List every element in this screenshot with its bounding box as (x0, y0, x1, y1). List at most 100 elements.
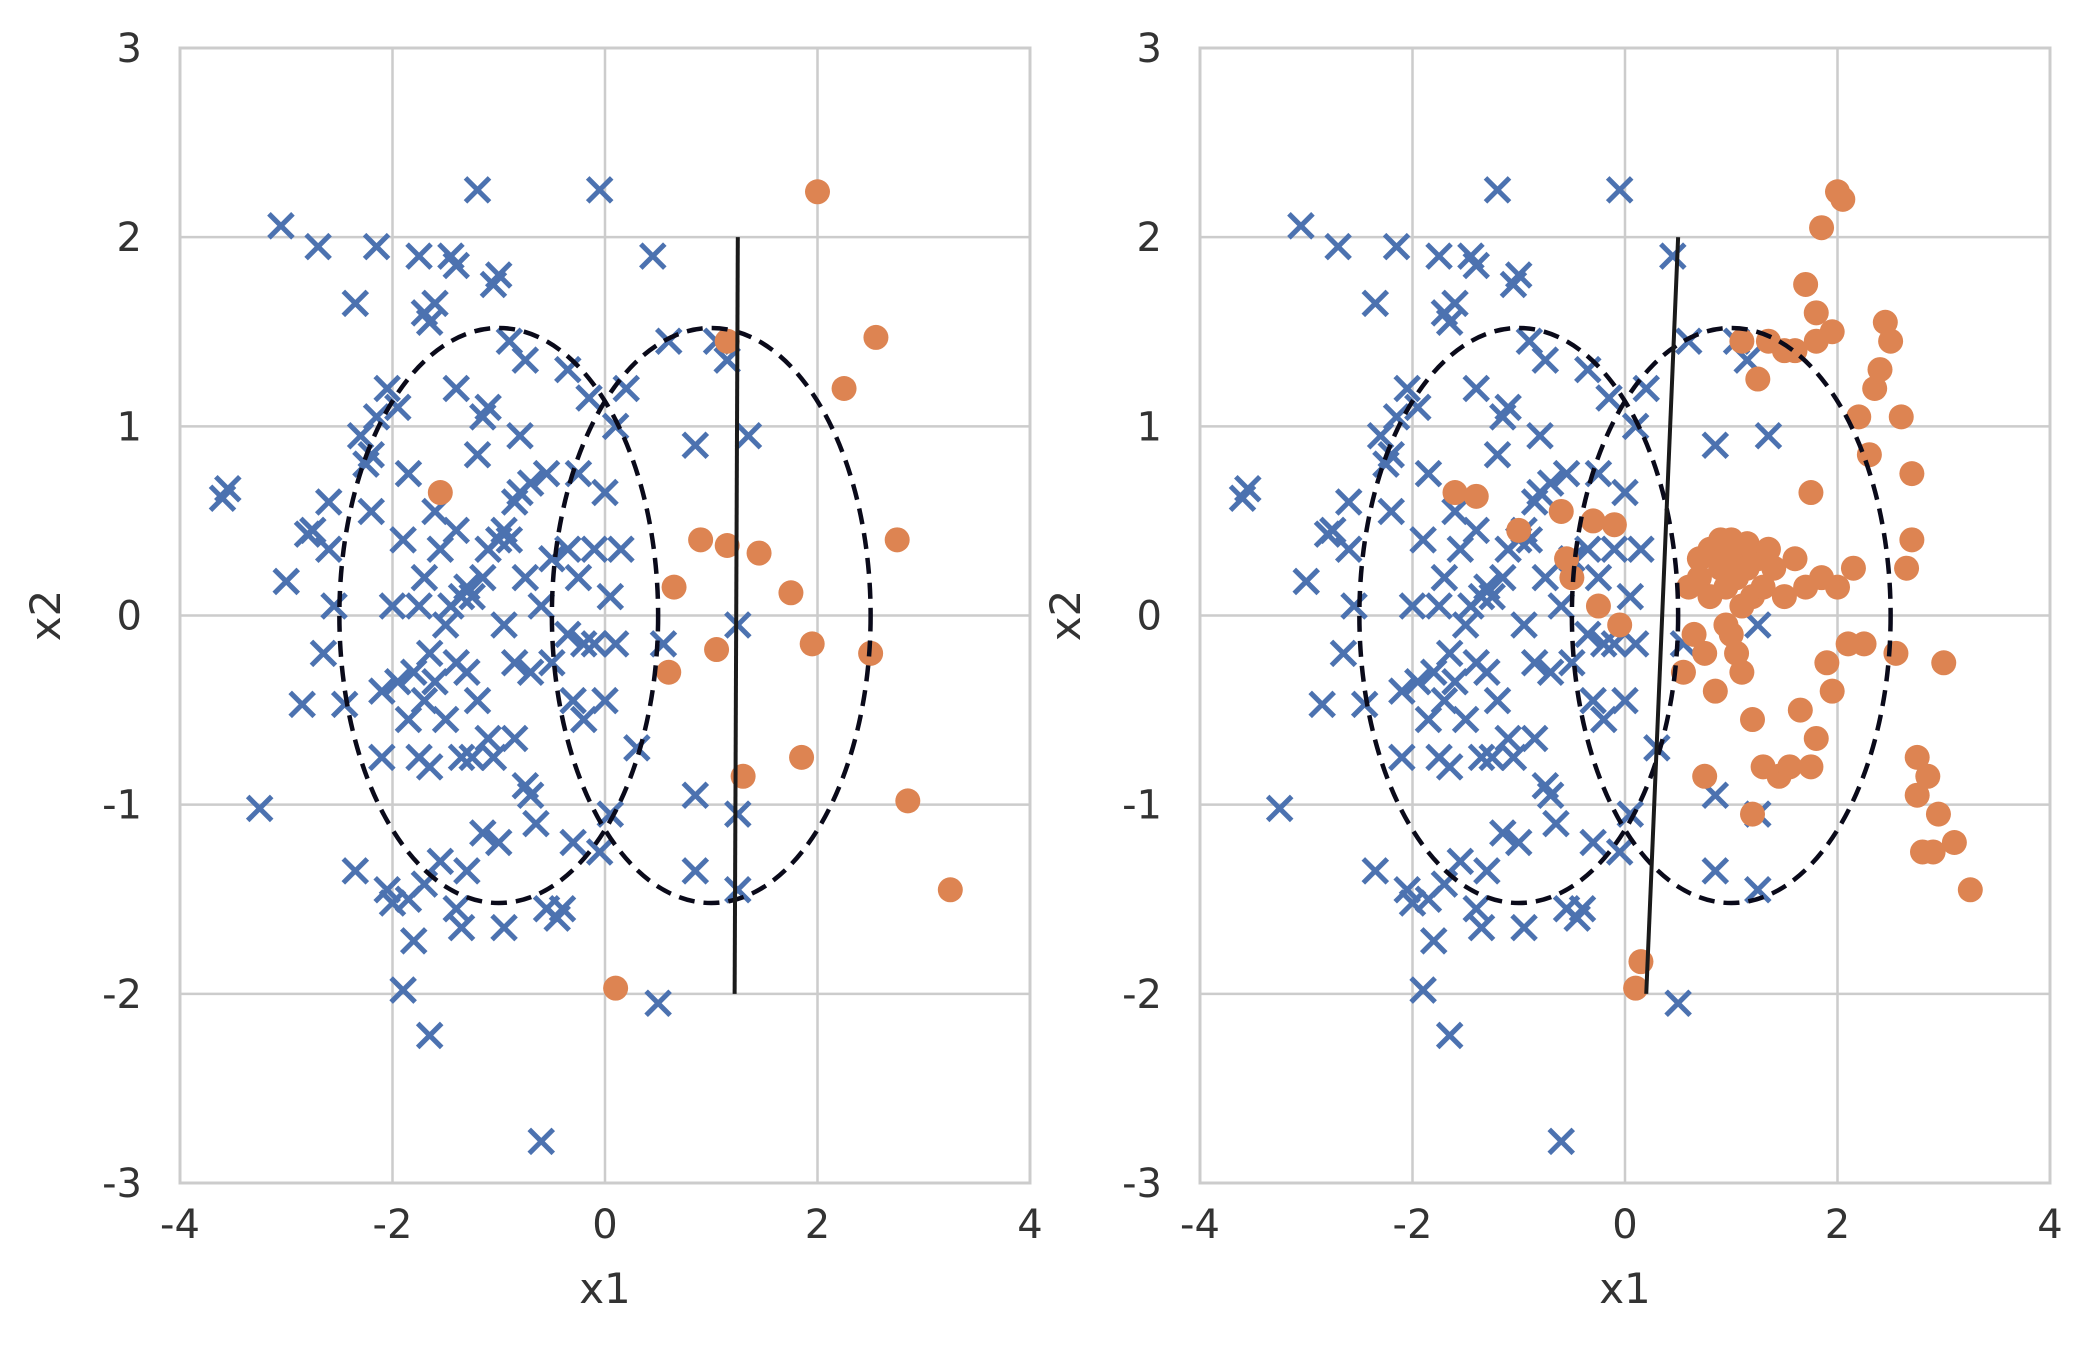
x-marker-point (463, 440, 492, 469)
x-tick-label: -2 (373, 1202, 413, 1248)
x-marker-point (490, 913, 518, 942)
x-marker-point (453, 658, 481, 687)
plot-frame (1198, 46, 2052, 1185)
circle-marker-point (1771, 584, 1797, 610)
y-tick-label: -1 (1122, 783, 1162, 829)
x-marker-point (442, 894, 471, 923)
x-tick-label: -4 (1180, 1202, 1220, 1248)
y-tick-label: 1 (117, 404, 142, 450)
x-marker-point (368, 743, 396, 772)
x-marker-point (1489, 819, 1517, 847)
x-marker-point (681, 781, 710, 809)
x-marker-point (431, 611, 460, 639)
circle-marker-point (1872, 309, 1898, 335)
x-marker-point (1754, 422, 1783, 450)
x-marker-point (362, 232, 391, 261)
circle-marker-point (1681, 621, 1707, 647)
x-marker-point (601, 412, 630, 441)
x-marker-point (585, 838, 614, 866)
x-marker-point (1462, 374, 1491, 403)
y-tick-label: 2 (1137, 215, 1162, 261)
x-marker-point (1404, 393, 1432, 422)
circle-marker-point (1777, 754, 1803, 780)
x-marker-point (1589, 630, 1618, 658)
x-marker-point (1404, 667, 1432, 696)
circle-marker-point (1686, 565, 1712, 591)
circle-marker-point (937, 877, 963, 903)
y-tick-label: 0 (117, 594, 142, 640)
x-marker-point (548, 894, 577, 923)
x-marker-point (1473, 658, 1501, 687)
x-marker-point (1435, 639, 1464, 668)
circle-marker-point (1899, 461, 1925, 487)
x-marker-point (554, 620, 582, 649)
x-marker-point (373, 374, 401, 403)
y-tick-label: 0 (1137, 594, 1162, 640)
circle-marker-point (1894, 555, 1920, 581)
x-tick-label: 4 (1017, 1202, 1042, 1248)
x-marker-point (1451, 705, 1480, 734)
x-tick-label: 4 (2037, 1202, 2062, 1248)
y-axis-label: x2 (1041, 590, 1090, 642)
x-marker-point (453, 857, 481, 885)
x-marker-point (1377, 497, 1406, 526)
x-marker-point (516, 469, 545, 497)
x-marker-point (288, 690, 316, 719)
x-marker-point (1350, 690, 1379, 719)
x-marker-point (554, 535, 582, 564)
circle-marker-point (1740, 801, 1765, 827)
x-marker-point (1287, 212, 1315, 240)
x-tick-label: 0 (592, 1202, 617, 1248)
circle-marker-point (1819, 319, 1845, 345)
x-marker-point (314, 488, 343, 516)
y-tick-label: 2 (117, 215, 142, 261)
circle-marker-point (895, 788, 921, 814)
x-marker-point (357, 497, 386, 526)
x-marker-point (368, 677, 396, 705)
plot-marks (1228, 176, 1983, 1156)
x-marker-point (591, 686, 619, 715)
circle-marker-point (1798, 754, 1824, 780)
x-marker-point (214, 474, 242, 503)
x-marker-point (585, 176, 614, 204)
x-marker-point (681, 857, 710, 885)
circle-marker-point (1554, 546, 1580, 572)
x-marker-point (1361, 857, 1390, 885)
gaussian-contour-ellipse (1357, 325, 1681, 906)
x-marker-point (516, 658, 545, 687)
x-marker-point (580, 535, 609, 564)
x-marker-point (1441, 667, 1469, 696)
circle-marker-point (799, 631, 825, 657)
x-marker-point (267, 212, 295, 240)
x-marker-point (479, 743, 508, 772)
circle-marker-point (1692, 763, 1718, 789)
x-marker-point (341, 289, 370, 318)
x-axis-label: x1 (579, 1264, 631, 1313)
x-tick-label: 2 (1825, 1202, 1850, 1248)
x-marker-point (1414, 459, 1443, 488)
circle-marker-point (884, 527, 910, 553)
x-marker-point (1292, 567, 1321, 596)
x-marker-point (1489, 563, 1517, 592)
x-marker-point (1531, 346, 1560, 374)
x-marker-point (1324, 232, 1352, 261)
circle-marker-point (831, 376, 857, 401)
y-tick-label: -3 (1122, 1161, 1162, 1207)
x-marker-point (447, 743, 476, 772)
x-marker-point (378, 889, 407, 917)
x-marker-point (410, 563, 439, 592)
x-marker-point (1547, 1127, 1576, 1156)
x-marker-point (1441, 289, 1469, 318)
circle-marker-point (1623, 975, 1649, 1001)
circle-marker-point (1601, 512, 1627, 538)
y-tick-label: -3 (102, 1161, 142, 1207)
x-marker-point (516, 781, 545, 809)
x-marker-point (474, 393, 502, 422)
circle-marker-point (805, 179, 830, 205)
x-marker-point (724, 876, 752, 904)
y-tick-label: -1 (102, 783, 142, 829)
x-marker-point (1542, 809, 1570, 838)
gaussian-contour-ellipse (1569, 325, 1893, 906)
x-marker-point (304, 232, 332, 261)
circle-marker-point (1862, 376, 1888, 401)
